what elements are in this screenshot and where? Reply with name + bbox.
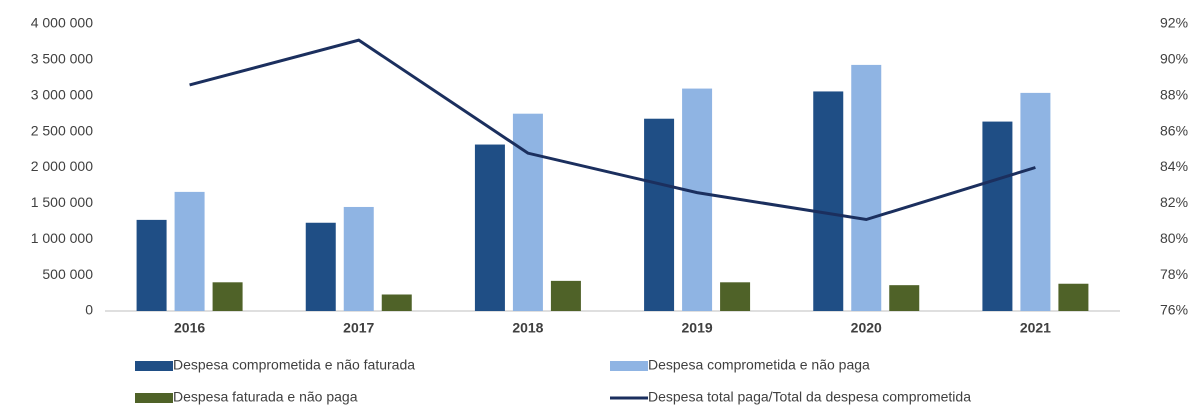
bar bbox=[813, 91, 844, 311]
bar bbox=[889, 285, 920, 311]
y-tick-label: 3 500 000 bbox=[31, 51, 93, 67]
y2-tick-label: 86% bbox=[1160, 122, 1188, 138]
legend-label: Despesa comprometida e não paga bbox=[648, 357, 870, 373]
y-tick-label: 2 000 000 bbox=[31, 158, 93, 174]
legend-swatch bbox=[610, 361, 648, 371]
y2-tick-label: 88% bbox=[1160, 86, 1188, 102]
y-tick-label: 0 bbox=[85, 302, 93, 318]
y-tick-label: 1 500 000 bbox=[31, 194, 93, 210]
y-tick-label: 3 000 000 bbox=[31, 86, 93, 102]
bar bbox=[682, 88, 713, 311]
line bbox=[189, 38, 1036, 222]
x-tick-label: 2017 bbox=[343, 320, 374, 336]
bar bbox=[1058, 283, 1089, 311]
bar bbox=[982, 121, 1013, 311]
y2-tick-label: 84% bbox=[1160, 158, 1188, 174]
bar bbox=[305, 222, 336, 311]
bar bbox=[720, 282, 751, 311]
bar bbox=[174, 191, 205, 311]
bar bbox=[136, 219, 167, 311]
y2-tick-label: 80% bbox=[1160, 230, 1188, 246]
x-tick-label: 2016 bbox=[174, 320, 205, 336]
y2-tick-label: 92% bbox=[1160, 15, 1188, 31]
y-tick-label: 1 000 000 bbox=[31, 230, 93, 246]
bar bbox=[644, 118, 675, 312]
legend-label: Despesa total paga/Total da despesa comp… bbox=[648, 389, 971, 405]
y2-tick-label: 76% bbox=[1160, 302, 1188, 318]
y2-tick-label: 90% bbox=[1160, 51, 1188, 67]
bar bbox=[212, 282, 243, 311]
legend-swatch bbox=[135, 361, 173, 371]
y-tick-label: 4 000 000 bbox=[31, 15, 93, 31]
x-tick-label: 2021 bbox=[1020, 320, 1051, 336]
y2-tick-label: 82% bbox=[1160, 194, 1188, 210]
legend-label: Despesa comprometida e não faturada bbox=[173, 357, 415, 373]
bar bbox=[851, 64, 882, 312]
bar bbox=[1020, 92, 1051, 311]
bar bbox=[381, 294, 412, 311]
bar bbox=[550, 280, 581, 311]
x-tick-label: 2020 bbox=[851, 320, 882, 336]
bar bbox=[474, 144, 505, 311]
y-tick-label: 500 000 bbox=[42, 266, 93, 282]
y2-tick-label: 78% bbox=[1160, 266, 1188, 282]
x-tick-label: 2018 bbox=[512, 320, 543, 336]
bar bbox=[343, 206, 374, 311]
legend-swatch bbox=[135, 393, 173, 403]
x-tick-label: 2019 bbox=[682, 320, 713, 336]
legend-label: Despesa faturada e não paga bbox=[173, 389, 358, 405]
bar bbox=[512, 113, 543, 311]
y-tick-label: 2 500 000 bbox=[31, 122, 93, 138]
